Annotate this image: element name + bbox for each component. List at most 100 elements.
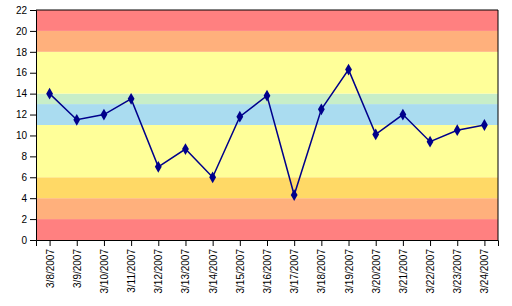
band <box>36 31 498 52</box>
tick-label: 10 <box>16 130 28 141</box>
tick-mark <box>30 115 36 116</box>
marker <box>155 161 162 173</box>
marker <box>399 109 406 121</box>
tick-label: 3/12/2007 <box>153 249 164 294</box>
plot: 0 2 4 6 8 10 12 14 16 18 20 22 3/8/2007 3/9/2007 3/10/… <box>16 5 499 294</box>
tick-mark <box>240 240 241 246</box>
tick-mark <box>267 240 268 246</box>
tick-mark <box>30 10 36 11</box>
tick-label: 3/17/2007 <box>289 249 300 294</box>
tick: 12 <box>16 109 36 120</box>
tick-mark <box>403 240 404 246</box>
tick: 3/12/2007 <box>153 240 164 294</box>
marker <box>73 114 80 126</box>
tick-label: 6 <box>21 172 27 183</box>
tick-mark <box>321 240 322 246</box>
tick-mark <box>30 31 36 32</box>
tick: 3/16/2007 <box>262 240 273 294</box>
band <box>36 219 498 240</box>
tick-mark <box>30 198 36 199</box>
tick-label: 18 <box>16 47 28 58</box>
x-axis: 3/8/20073/9/20073/10/20073/11/20073/12/2… <box>37 240 499 294</box>
tick: 3/13/2007 <box>180 240 191 294</box>
tick: 3/22/2007 <box>425 240 436 294</box>
tick-mark <box>30 156 36 157</box>
tick-label: 3/21/2007 <box>398 249 409 294</box>
tick-label: 3/24/2007 <box>479 249 490 294</box>
tick-mark <box>294 240 295 246</box>
tick-mark <box>376 240 377 246</box>
tick: 16 <box>16 67 36 78</box>
marker <box>264 90 271 102</box>
tick-label: 16 <box>16 67 28 78</box>
tick-label: 22 <box>16 5 28 16</box>
tick-mark <box>349 240 350 246</box>
line <box>50 70 485 195</box>
tick-label: 4 <box>21 193 27 204</box>
tick-mark <box>50 240 51 246</box>
tick: 3/23/2007 <box>452 240 463 294</box>
marker <box>372 129 379 141</box>
tick-mark <box>457 240 458 246</box>
tick-mark <box>131 240 132 246</box>
tick-label: 3/19/2007 <box>344 249 355 294</box>
tick-mark <box>30 135 36 136</box>
tick: 10 <box>16 130 36 141</box>
tick-label: 3/20/2007 <box>371 249 382 294</box>
tick: 3/9/2007 <box>72 240 83 288</box>
axis-line <box>37 241 499 247</box>
marker <box>318 103 325 115</box>
tick-mark <box>484 240 485 246</box>
marker <box>182 143 189 155</box>
tick: 3/10/2007 <box>99 240 110 294</box>
y-axis: 0 2 4 6 8 10 12 14 16 18 20 22 <box>16 5 37 246</box>
tick-label: 0 <box>21 235 27 246</box>
tick: 3/19/2007 <box>344 240 355 294</box>
marker <box>209 171 216 183</box>
band <box>36 52 498 94</box>
tick-label: 3/10/2007 <box>99 249 110 294</box>
tick-label: 2 <box>21 214 27 225</box>
frame <box>498 10 499 240</box>
tick: 18 <box>16 47 36 58</box>
tick: 3/17/2007 <box>289 240 300 294</box>
tick: 6 <box>21 172 36 183</box>
marker <box>236 111 243 123</box>
marker <box>291 189 298 201</box>
tick-label: 3/9/2007 <box>72 249 83 288</box>
tick: 3/21/2007 <box>398 240 409 294</box>
tick-mark <box>30 94 36 95</box>
tick-mark <box>30 240 36 241</box>
tick: 3/15/2007 <box>235 240 246 294</box>
tick: 3/8/2007 <box>45 240 56 288</box>
tick-label: 12 <box>16 109 28 120</box>
tick: 3/20/2007 <box>371 240 382 294</box>
tick-mark <box>77 240 78 246</box>
tick: 22 <box>16 5 36 16</box>
axis-line <box>30 11 37 241</box>
tick-label: 3/18/2007 <box>316 249 327 294</box>
tick-label: 14 <box>16 88 28 99</box>
tick-mark <box>430 240 431 246</box>
tick: 3/24/2007 <box>479 240 490 294</box>
band <box>36 10 498 31</box>
tick: 8 <box>21 151 36 162</box>
tick: 4 <box>21 193 36 204</box>
frame <box>36 10 498 11</box>
tick-mark <box>185 240 186 246</box>
tick-label: 3/23/2007 <box>452 249 463 294</box>
chart: 0 2 4 6 8 10 12 14 16 18 20 22 3/8/2007 3/9/2007 3/10/… <box>0 0 512 306</box>
tick-mark <box>30 219 36 220</box>
tick-mark <box>30 73 36 74</box>
tick-label: 8 <box>21 151 27 162</box>
tick-label: 3/22/2007 <box>425 249 436 294</box>
tick-mark <box>213 240 214 246</box>
tick: 20 <box>16 26 36 37</box>
band <box>36 177 498 198</box>
tick-label: 3/13/2007 <box>180 249 191 294</box>
tick-mark <box>104 240 105 246</box>
marker <box>427 136 434 148</box>
data-area <box>36 10 498 240</box>
tick-label: 3/8/2007 <box>45 249 56 288</box>
tick-label: 3/16/2007 <box>262 249 273 294</box>
